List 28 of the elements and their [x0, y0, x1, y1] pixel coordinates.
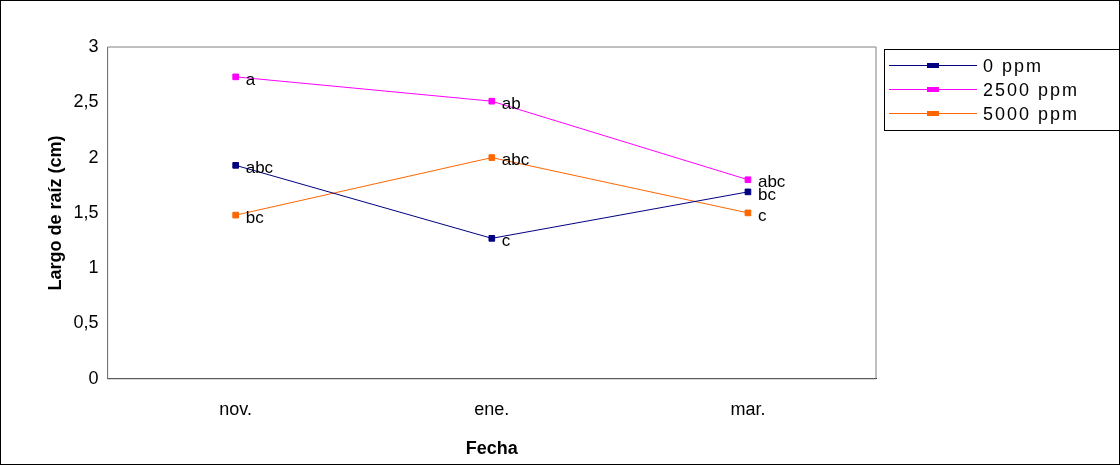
legend-label: 0 ppm [983, 55, 1044, 77]
y-tick-label: 2,5 [73, 91, 99, 112]
legend-label: 2500 ppm [983, 79, 1080, 101]
x-tick-label: ene. [474, 398, 510, 419]
y-tick-label: 2 [88, 146, 99, 167]
point [744, 209, 752, 217]
y-tick-label: 1 [88, 257, 99, 278]
y-tick-label: 3 [88, 35, 99, 56]
point [488, 154, 496, 161]
y-axis-title: Largo de raíz (cm) [44, 135, 65, 291]
y-tick-label: 0 [88, 367, 99, 388]
x-axis-title: Fecha [465, 438, 519, 459]
point [488, 97, 496, 105]
point [232, 162, 240, 169]
y-tick-label: 0,5 [73, 312, 99, 333]
point [488, 235, 496, 242]
x-tick-label: mar. [730, 398, 766, 419]
point [232, 211, 240, 219]
point [744, 188, 752, 196]
legend-label: 5000 ppm [983, 103, 1080, 125]
annotation: c [757, 205, 767, 225]
annotation: bc [245, 207, 265, 227]
annotation: c [501, 231, 511, 251]
point [744, 176, 752, 184]
x-tick-label: nov. [219, 398, 253, 419]
y-tick-label: 1,5 [73, 201, 99, 222]
annotation: abc [245, 158, 274, 178]
point [232, 73, 240, 81]
